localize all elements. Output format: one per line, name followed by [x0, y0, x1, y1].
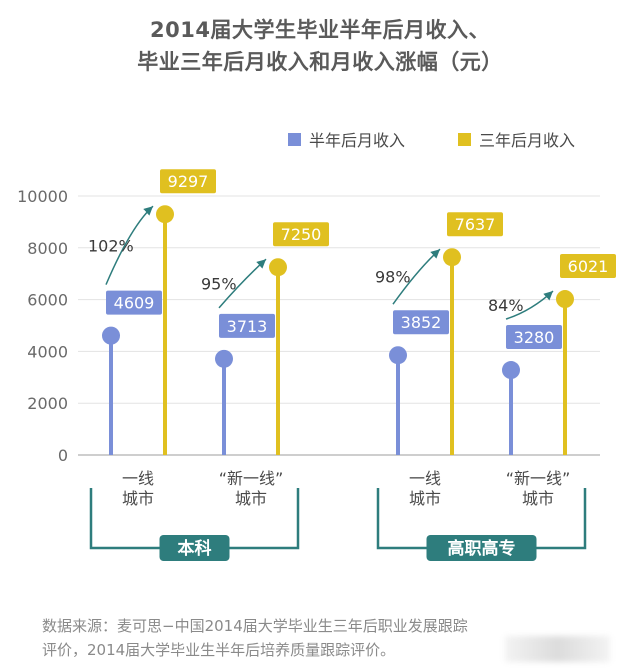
value-label-three-year-2: 7637 [455, 215, 496, 234]
chart-plot: 020004000600080001000046099297102%一线城市37… [17, 169, 616, 561]
legend-swatch-half-year [288, 132, 301, 146]
chart-title-line-1: 2014届大学生毕业半年后月收入、 [150, 18, 490, 42]
legend-label-three-year: 三年后月收入 [479, 131, 576, 150]
group-bracket-0 [89, 488, 300, 550]
value-label-half-year-1: 3713 [227, 317, 268, 336]
category-label-0-line-1: 一线 [122, 469, 154, 488]
growth-arrow-0 [105, 205, 154, 285]
category-label-2-line-2: 城市 [409, 489, 441, 508]
category-label-1-line-2: 城市 [235, 489, 267, 508]
value-box-half-year-1 [219, 313, 275, 338]
category-label-0-line-2: 城市 [122, 489, 154, 508]
source-note-line-1: 数据来源：麦可思−中国2014届大学毕业生三年后职业发展跟踪 [42, 617, 468, 635]
bar-dot-half-year-2 [389, 346, 407, 365]
value-label-three-year-3: 6021 [568, 257, 609, 276]
legend-item-three-year: 三年后月收入 [458, 127, 575, 151]
bar-dot-three-year-1 [269, 258, 287, 277]
blurred-watermark [505, 636, 610, 662]
value-box-three-year-0 [160, 169, 216, 194]
legend-swatch-three-year [458, 132, 471, 146]
value-label-half-year-2: 3852 [401, 313, 442, 332]
y-tick-label-6000: 6000 [27, 291, 68, 310]
y-tick-label-8000: 8000 [27, 239, 68, 258]
bar-dot-half-year-1 [215, 349, 233, 368]
group-label-box-0 [159, 535, 230, 561]
bar-dot-three-year-2 [443, 248, 461, 267]
growth-label-2: 98% [375, 268, 411, 287]
growth-label-1: 95% [201, 275, 237, 294]
growth-arrow-3 [505, 290, 554, 320]
legend-label-half-year: 半年后月收入 [309, 131, 406, 150]
group-label-box-1 [426, 535, 537, 561]
value-box-half-year-3 [506, 325, 562, 350]
value-label-three-year-0: 9297 [168, 172, 209, 191]
value-box-half-year-2 [393, 310, 449, 335]
value-box-three-year-3 [560, 254, 616, 279]
y-tick-label-4000: 4000 [27, 342, 68, 361]
source-note-line-2: 评价，2014届大学毕业生半年后培养质量跟踪评价。 [42, 641, 396, 659]
growth-arrow-2 [392, 248, 441, 305]
bar-dot-half-year-0 [102, 326, 120, 345]
category-label-2-line-1: 一线 [409, 469, 441, 488]
category-label-3-line-2: 城市 [522, 489, 554, 508]
group-bracket-1 [376, 488, 587, 550]
growth-label-3: 84% [488, 296, 524, 315]
bar-dot-three-year-3 [556, 290, 574, 309]
value-box-three-year-2 [447, 212, 503, 237]
growth-arrow-1 [218, 258, 267, 309]
chart-title-line-2: 毕业三年后月收入和月收入涨幅（元） [137, 50, 503, 74]
value-label-half-year-3: 3280 [514, 328, 555, 347]
value-label-three-year-1: 7250 [281, 225, 322, 244]
y-tick-label-0: 0 [58, 446, 68, 465]
bar-dot-half-year-3 [502, 361, 520, 380]
y-tick-label-2000: 2000 [27, 394, 68, 413]
category-label-1-line-1: “新一线” [219, 469, 284, 488]
group-label-1: 高职高专 [448, 538, 516, 559]
value-box-three-year-1 [273, 222, 329, 247]
value-label-half-year-0: 4609 [114, 294, 155, 313]
legend-item-half-year: 半年后月收入 [288, 127, 405, 151]
y-tick-label-10000: 10000 [17, 187, 68, 206]
group-label-0: 本科 [178, 538, 212, 559]
category-label-3-line-1: “新一线” [506, 469, 571, 488]
growth-label-0: 102% [88, 236, 134, 255]
bar-dot-three-year-0 [156, 205, 174, 224]
value-box-half-year-0 [106, 290, 162, 315]
